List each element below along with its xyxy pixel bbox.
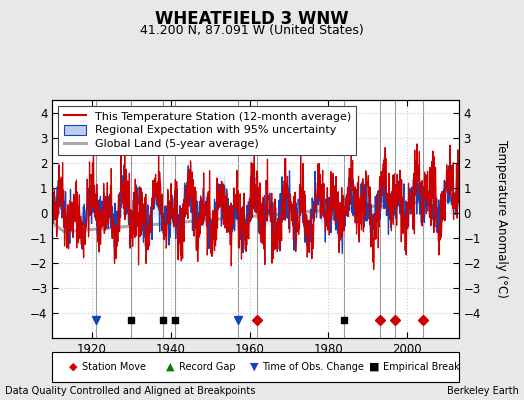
- Text: Data Quality Controlled and Aligned at Breakpoints: Data Quality Controlled and Aligned at B…: [5, 386, 256, 396]
- Text: ◆: ◆: [69, 362, 78, 372]
- Text: ■: ■: [369, 362, 380, 372]
- Text: ▼: ▼: [250, 362, 258, 372]
- Text: Empirical Break: Empirical Break: [383, 362, 460, 372]
- Text: Time of Obs. Change: Time of Obs. Change: [263, 362, 364, 372]
- Y-axis label: Temperature Anomaly (°C): Temperature Anomaly (°C): [495, 140, 508, 298]
- Legend: This Temperature Station (12-month average), Regional Expectation with 95% uncer: This Temperature Station (12-month avera…: [58, 106, 356, 154]
- Text: 41.200 N, 87.091 W (United States): 41.200 N, 87.091 W (United States): [139, 24, 364, 37]
- Text: WHEATFIELD 3 WNW: WHEATFIELD 3 WNW: [155, 10, 348, 28]
- Text: ▲: ▲: [166, 362, 174, 372]
- Text: Station Move: Station Move: [82, 362, 146, 372]
- Text: Record Gap: Record Gap: [179, 362, 235, 372]
- Text: Berkeley Earth: Berkeley Earth: [447, 386, 519, 396]
